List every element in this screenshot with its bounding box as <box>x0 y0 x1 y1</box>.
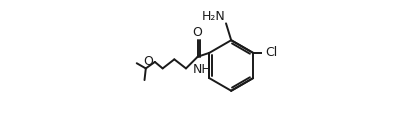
Text: H₂N: H₂N <box>201 10 226 23</box>
Text: O: O <box>193 26 203 39</box>
Text: O: O <box>144 55 154 68</box>
Text: NH: NH <box>193 63 212 76</box>
Text: Cl: Cl <box>265 46 278 59</box>
